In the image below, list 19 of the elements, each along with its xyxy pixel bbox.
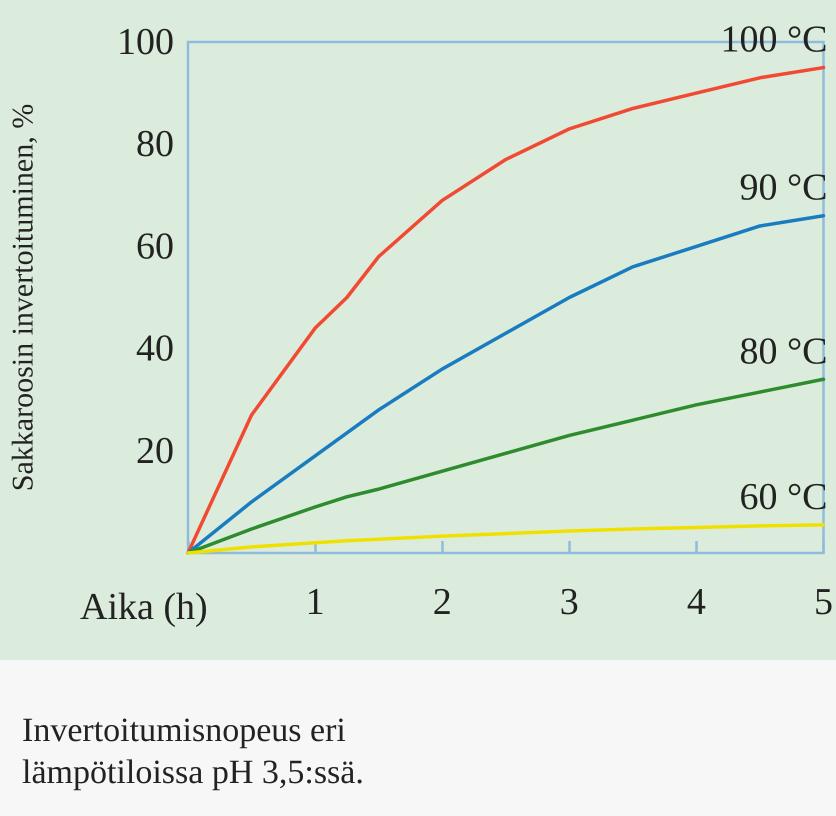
line-series [186, 523, 826, 555]
y-tick-label: 80 [136, 123, 174, 166]
y-tick-label: 60 [136, 225, 174, 268]
series-label: 80 °C [739, 330, 828, 372]
y-tick-label: 20 [136, 430, 174, 472]
x-tick-label: 4 [686, 581, 706, 623]
x-tick-label: 1 [306, 581, 325, 623]
series-label: 100 °C [720, 18, 828, 61]
line-series [186, 378, 826, 555]
x-tick-label: 5 [814, 581, 833, 623]
series-label: 60 °C [739, 476, 828, 518]
series-label: 90 °C [739, 166, 828, 209]
y-tick-label: 40 [136, 328, 174, 370]
y-tick-label: 100 [117, 21, 174, 63]
x-tick-label: 2 [432, 581, 452, 623]
y-axis-title: Sakkaroosin invertoituminen, % [6, 104, 40, 492]
x-tick-label: 3 [560, 581, 579, 623]
x-axis-title: Aika (h) [80, 586, 208, 628]
text: Invertoitumisnopeus eri lämpötiloissa pH 3,5:ssä. [22, 711, 365, 793]
